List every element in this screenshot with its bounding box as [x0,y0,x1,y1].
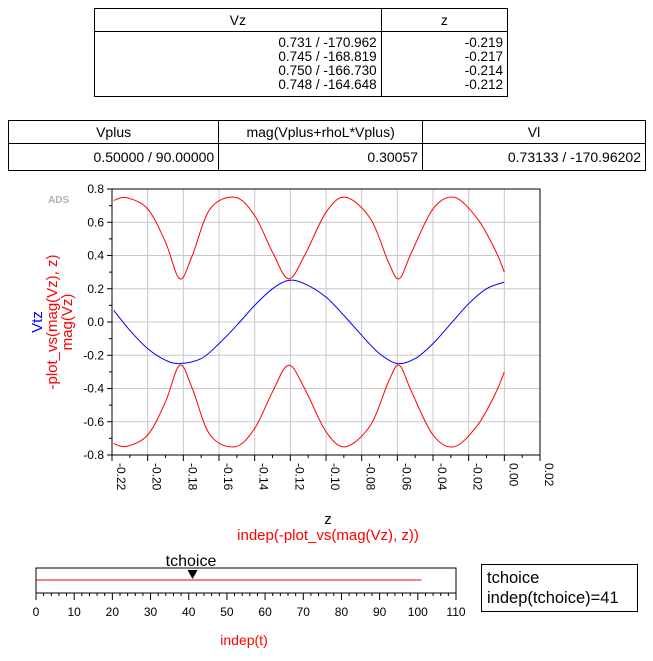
x-tick-label: 0.02 [542,463,556,487]
y-tick-label: -0.8 [83,448,104,462]
y-tick-label: 0.8 [87,182,104,196]
x-tick-label: -0.12 [292,463,306,491]
xlabel-indep: indep(-plot_vs(mag(Vz), z)) [237,527,419,544]
x-tick-label: -0.22 [114,463,128,491]
cell-vl: 0.73133 / -170.96202 [422,143,646,171]
results-table-vplus: Vplus mag(Vplus+rhoL*Vplus) Vl 0.50000 /… [7,120,646,171]
column-z-values: -0.219 -0.217 -0.214 -0.212 [380,31,509,97]
slider-tick-label: 20 [106,605,120,619]
ads-watermark: ADS [48,195,69,206]
ylabel-magvz: mag(Vz) [59,294,76,351]
tchoice-info-box: tchoice indep(tchoice)=41 [481,564,638,612]
y-tick-label: -0.4 [83,382,104,396]
x-tick-label: -0.18 [185,463,199,491]
cell-mag: 0.30057 [218,143,424,171]
slider-tick-label: 90 [373,605,387,619]
cell-z: -0.217 [464,49,503,64]
y-tick-label: 0.6 [87,215,104,229]
y-tick-label: -0.2 [83,348,104,362]
y-tick-label: -0.6 [83,415,104,429]
slider-tick-label: 50 [220,605,234,619]
xlabel-z: z [324,511,332,528]
plot-grid [111,188,541,456]
tchoice-slider[interactable]: 0 10 20 30 40 50 60 70 80 90 100 110 tchoice indep(… [33,553,466,648]
y-axis-label: Vtz -plot_vs(mag(Vz), z) mag(Vz) [29,254,76,389]
header-vz: Vz [94,8,382,32]
cell-z: -0.214 [464,63,503,78]
results-table-vz: Vz z 0.731 / -170.962 0.745 / -168.819 0… [94,8,509,97]
header-mag: mag(Vplus+rhoL*Vplus) [218,120,424,144]
slider-xlabel: indep(t) [220,632,267,648]
x-tick-label: -0.20 [150,463,164,491]
plot-ticks: -0.22 -0.20 -0.18 -0.16 -0.14 -0.12 -0.10 -0.08… [83,182,556,491]
slider-tick-label: 100 [408,605,428,619]
slider-tick-label: 30 [144,605,158,619]
cell-vz: 0.745 / -168.819 [278,49,377,64]
info-value: indep(tchoice)=41 [487,589,619,607]
cell-vz: 0.750 / -166.730 [278,63,377,78]
x-tick-label: -0.10 [328,463,342,491]
x-tick-label: 0.00 [506,463,520,487]
cell-z: -0.212 [464,77,503,92]
slider-tick-label: 0 [33,605,40,619]
cell-vplus: 0.50000 / 90.00000 [7,143,220,171]
slider-tick-label: 110 [446,605,465,619]
slider-tick-label: 80 [335,605,349,619]
y-tick-label: 0.2 [87,282,104,296]
slider-marker-triangle[interactable] [187,570,198,579]
x-tick-label: -0.04 [435,463,449,491]
x-tick-label: -0.02 [471,463,485,491]
x-tick-label: -0.16 [221,463,235,491]
y-tick-label: 0.4 [87,249,104,263]
cell-z: -0.219 [464,35,503,50]
x-tick-label: -0.06 [399,463,413,491]
cell-vz: 0.748 / -164.648 [278,77,377,92]
cell-vz: 0.731 / -170.962 [278,35,377,50]
slider-tick-label: 40 [182,605,196,619]
info-name: tchoice [487,569,540,587]
y-tick-label: 0.0 [87,315,104,329]
series-vtz [113,279,505,365]
series-mag-vz [113,196,505,280]
x-tick-label: -0.08 [364,463,378,491]
x-tick-label: -0.14 [257,463,271,491]
ylabel-vtz: Vtz [29,311,46,333]
ylabel-plotvs: -plot_vs(mag(Vz), z) [44,254,61,389]
series-neg-mag-vz [113,364,505,448]
plot-series [113,196,505,448]
slider-tick-label: 70 [297,605,311,619]
header-vl: Vl [422,120,646,144]
slider-title: tchoice [166,553,217,570]
column-vz-values: 0.731 / -170.962 0.745 / -168.819 0.750 … [94,31,382,97]
slider-tick-label: 10 [68,605,82,619]
slider-ticks: 0 10 20 30 40 50 60 70 80 90 100 110 [33,593,466,619]
slider-tick-label: 60 [258,605,272,619]
